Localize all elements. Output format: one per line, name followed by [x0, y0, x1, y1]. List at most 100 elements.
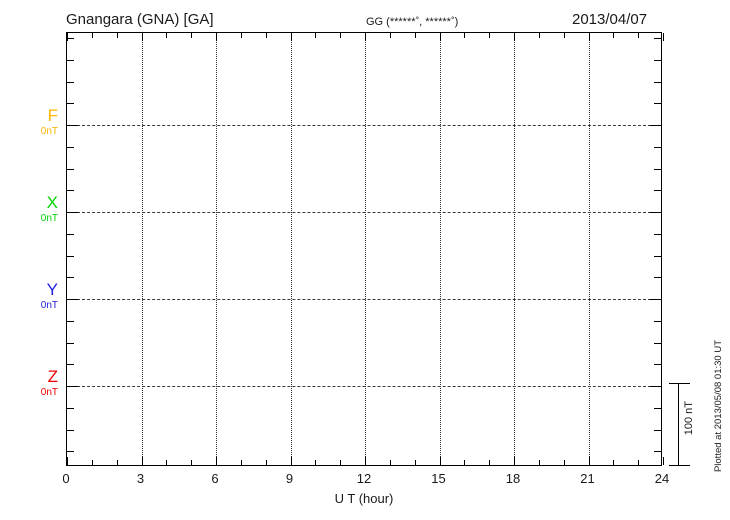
plot-area: [66, 32, 664, 466]
y-axis-tick: [67, 299, 78, 300]
coords-suffix: ): [454, 16, 459, 28]
x-axis-tick: [563, 460, 565, 465]
y-axis-tick: [67, 81, 74, 83]
x-axis-tick-label: 21: [580, 471, 595, 486]
y-axis-tick: [654, 364, 661, 366]
x-axis-tick: [191, 33, 193, 38]
x-axis-tick: [265, 33, 267, 38]
baseline-gridline-y: [67, 299, 661, 300]
x-axis-tick: [365, 33, 366, 41]
x-axis-tick: [141, 457, 143, 465]
x-axis-tick: [514, 457, 515, 465]
y-axis-tick: [67, 277, 74, 279]
x-axis-tick: [464, 460, 466, 465]
x-axis-tick: [67, 457, 68, 465]
x-axis-tick: [290, 457, 292, 465]
x-axis-tick: [489, 33, 491, 38]
x-axis-tick: [538, 33, 540, 38]
component-letter-z: Z: [47, 367, 58, 386]
x-axis-tick: [265, 460, 267, 465]
y-axis-tick: [67, 320, 74, 322]
x-axis-tick: [67, 33, 68, 41]
component-label-x: X 0nT: [18, 194, 58, 224]
x-axis-tick: [613, 33, 615, 38]
y-axis-tick: [654, 59, 661, 61]
x-axis-tick: [91, 460, 93, 465]
x-axis-tick: [116, 33, 118, 38]
y-axis-tick: [67, 451, 74, 453]
x-axis-tick: [141, 33, 143, 41]
component-baseline-z: 0nT: [40, 387, 58, 398]
y-axis-tick: [654, 407, 661, 409]
geographic-coordinates-label: GG (******°, ******°): [366, 15, 458, 28]
component-label-f: F 0nT: [18, 107, 58, 137]
x-axis-tick: [663, 457, 664, 465]
x-axis-tick: [91, 33, 93, 38]
vertical-gridline: [290, 33, 292, 465]
y-axis-tick: [654, 81, 661, 83]
vertical-gridline: [514, 33, 515, 465]
baseline-gridline-z: [67, 386, 661, 387]
y-axis-tick: [650, 212, 661, 213]
y-axis-tick: [654, 320, 661, 322]
y-axis-tick: [654, 233, 661, 235]
x-axis-tick-label: 6: [211, 471, 219, 486]
scale-bar-label: 100 nT: [683, 401, 695, 436]
y-axis-tick: [67, 38, 74, 39]
vertical-gridline: [216, 33, 217, 465]
x-axis-tick: [315, 460, 317, 465]
x-axis-tick-label: 12: [356, 471, 372, 486]
y-axis-tick: [650, 386, 661, 387]
x-axis-tick: [514, 33, 515, 41]
baseline-gridline-x: [67, 212, 661, 213]
y-axis-tick: [654, 146, 661, 148]
y-axis-tick: [67, 190, 74, 192]
y-axis-tick: [654, 342, 661, 344]
component-letter-x: X: [46, 193, 58, 212]
y-axis-tick: [654, 38, 661, 39]
x-axis-tick: [191, 460, 193, 465]
y-axis-tick: [67, 59, 74, 61]
y-axis-tick: [654, 429, 661, 431]
x-axis-tick: [240, 33, 242, 38]
y-axis-tick: [67, 342, 74, 344]
coords-separator: ,: [419, 16, 426, 28]
x-axis-tick: [340, 460, 342, 465]
x-axis-tick: [340, 33, 342, 38]
component-letter-y: Y: [46, 280, 58, 299]
x-axis-tick-label: 3: [136, 471, 145, 486]
y-axis-tick: [654, 190, 661, 192]
component-baseline-x: 0nT: [40, 213, 58, 224]
vertical-gridline: [141, 33, 143, 465]
y-axis-tick: [67, 125, 78, 126]
x-axis-tick: [489, 460, 491, 465]
x-axis-tick-label: 18: [505, 471, 521, 486]
component-baseline-f: 0nT: [40, 126, 58, 137]
x-axis-tick: [663, 33, 664, 41]
x-axis-tick-label: 24: [654, 471, 670, 486]
x-axis-tick: [414, 33, 416, 38]
x-axis-tick: [389, 33, 391, 38]
coords-longitude: ******: [425, 16, 451, 28]
y-axis-tick: [654, 103, 661, 105]
y-axis-tick: [650, 299, 661, 300]
x-axis-title: U T (hour): [334, 491, 394, 506]
x-axis-tick: [464, 33, 466, 38]
y-axis-tick: [654, 451, 661, 453]
y-axis-tick: [67, 255, 74, 257]
x-axis-tick: [414, 460, 416, 465]
x-axis-tick: [613, 460, 615, 465]
y-axis-tick: [67, 212, 78, 213]
x-axis-tick: [439, 457, 441, 465]
x-axis-tick: [116, 460, 118, 465]
vertical-gridline: [439, 33, 441, 465]
baseline-gridline-f: [67, 125, 661, 126]
plotted-at-label: Plotted at 2013/05/08 01:30 UT: [713, 340, 724, 473]
scale-bar-top-cap: [669, 383, 690, 384]
x-axis-tick: [563, 33, 565, 38]
vertical-gridline: [365, 33, 366, 465]
x-axis-tick: [290, 33, 292, 41]
coords-latitude: ******: [389, 16, 416, 28]
component-label-y: Y 0nT: [18, 281, 58, 311]
